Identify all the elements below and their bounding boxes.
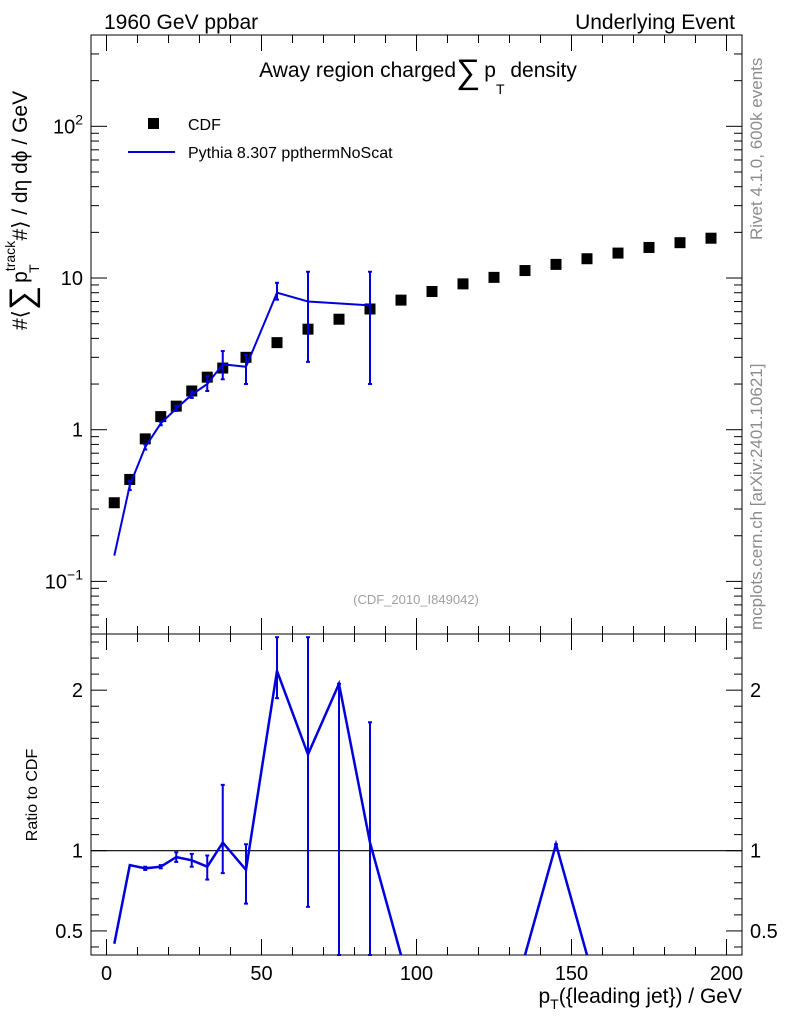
ratio-y-tick-label-right: 2 [750, 680, 761, 702]
legend-label-pythia: Pythia 8.307 ppthermNoScat [188, 145, 393, 162]
ylabel-p: p [9, 271, 32, 283]
cdf-data-point [705, 232, 717, 244]
ratio-y-axis-label: Ratio to CDF [24, 749, 41, 842]
pythia-line [113, 291, 371, 556]
ratio-y-tick-label: 1 [72, 841, 83, 863]
title-p: p [484, 59, 496, 82]
legend-marker-cdf [148, 118, 159, 129]
cdf-data-point [550, 258, 562, 270]
analysis-watermark: (CDF_2010_I849042) [353, 592, 479, 607]
ratio-y-tick-label-right: 0.5 [750, 921, 778, 943]
ratio-y-tick-label-right: 1 [750, 841, 761, 863]
main-series [108, 232, 717, 556]
ratio-y-tick-label: 0.5 [55, 921, 83, 943]
mcplots-label: mcplots.cern.ch [arXiv:2401.10621] [747, 364, 766, 630]
cdf-data-point [395, 294, 407, 306]
tick-base: 10 [53, 116, 75, 138]
tick-exponent: 2 [75, 111, 83, 127]
header-left: 1960 GeV ppbar [104, 11, 258, 34]
xlabel-rest: ({leading jet}) / GeV [559, 985, 742, 1008]
ratio-series [113, 636, 589, 956]
title-sigma: ∑ [456, 53, 480, 91]
x-axis-label: pT({leading jet}) / GeV [538, 985, 742, 1012]
main-y-axis-label: #⟨∑ ptrack T #⟩ / dη dϕ / GeV [2, 91, 42, 330]
ylabel-sigma: ∑ [3, 286, 41, 310]
ylabel-rest: #⟩ / dη dϕ / GeV [9, 91, 32, 246]
tick-exponent: −1 [67, 566, 83, 582]
main-y-tick-label: 10 [61, 268, 83, 290]
ratio-line [523, 839, 589, 956]
x-tick-label: 0 [101, 963, 112, 985]
rivet-version-label: Rivet 4.1.0, 600k events [747, 58, 766, 240]
main-y-tick-label: 102 [53, 111, 83, 138]
cdf-data-point [581, 253, 593, 265]
x-tick-label: 100 [400, 963, 433, 985]
tick-base: 10 [45, 571, 67, 593]
xlabel-sub-t: T [550, 996, 559, 1012]
x-tick-label: 150 [555, 963, 588, 985]
main-plot-title: Away region charged∑ pT density [259, 53, 577, 97]
xlabel-p: p [538, 985, 550, 1008]
title-text: Away region charged [259, 59, 456, 82]
cdf-data-point [108, 497, 120, 509]
ratio-line [113, 665, 403, 956]
x-tick-label: 50 [250, 963, 272, 985]
title-density: density [505, 59, 578, 82]
cdf-data-point [612, 247, 624, 259]
cdf-data-point [457, 278, 469, 290]
ylabel-sub-t: T [26, 264, 42, 273]
ylabel-sup-track: track [2, 240, 18, 271]
ratio-plot-frame [90, 633, 743, 956]
legend-label-cdf: CDF [188, 117, 221, 134]
header-right: Underlying Event [575, 11, 735, 34]
cdf-data-point [488, 271, 500, 283]
title-sub-t: T [496, 81, 505, 97]
cdf-data-point [674, 237, 686, 249]
cdf-data-point [519, 265, 531, 277]
ylabel-open: #⟨ [9, 310, 32, 330]
cdf-data-point [124, 473, 136, 485]
ratio-y-tick-label: 2 [72, 680, 83, 702]
cdf-data-point [333, 313, 345, 325]
legend: CDF Pythia 8.307 ppthermNoScat [128, 117, 393, 162]
cdf-data-point [271, 337, 283, 349]
x-tick-label: 200 [710, 963, 743, 985]
main-y-tick-label: 10−1 [45, 566, 83, 593]
cdf-data-point [426, 285, 438, 297]
cdf-data-point [139, 433, 151, 445]
main-y-tick-label: 1 [72, 420, 83, 442]
ratio-axes: 0 50 100 150 200 0.5 0.5 1 1 2 2 [55, 634, 778, 985]
cdf-data-point [155, 411, 167, 423]
cdf-data-point [643, 241, 655, 253]
